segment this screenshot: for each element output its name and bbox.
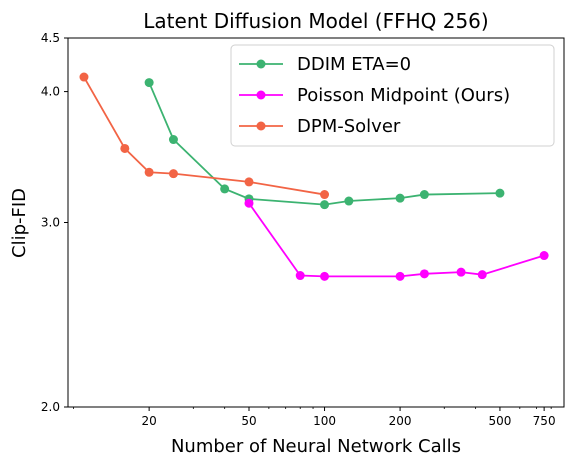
data-point — [456, 267, 466, 277]
x-tick-label: 750 — [533, 414, 556, 428]
series-line — [248, 202, 545, 278]
tick-layer: 20 50 100 200 500 750 2.0 3.0 4.0 4.5 — [41, 31, 556, 428]
data-point — [419, 190, 429, 200]
data-point — [168, 169, 178, 179]
x-axis-label: Number of Neural Network Calls — [171, 436, 461, 457]
data-point — [244, 198, 254, 208]
x-tick-label: 20 — [141, 414, 156, 428]
legend-label: Poisson Midpoint (Ours) — [297, 85, 510, 106]
data-point — [419, 269, 429, 279]
legend-marker — [256, 90, 266, 100]
data-point — [79, 72, 89, 82]
data-point — [320, 271, 330, 281]
legend: DDIM ETA=0 Poisson Midpoint (Ours) DPM-Sol… — [230, 44, 555, 147]
data-point — [477, 270, 487, 280]
data-point — [395, 193, 405, 203]
legend-label: DPM-Solver — [297, 116, 401, 137]
data-point — [144, 78, 154, 88]
x-tick-label: 50 — [241, 414, 256, 428]
y-axis-label: Clip-FID — [9, 188, 30, 258]
legend-marker — [256, 121, 266, 131]
legend-entry: Poisson Midpoint (Ours) — [239, 85, 510, 106]
x-tick-label: 100 — [313, 414, 336, 428]
y-tick-label: 3.0 — [41, 216, 60, 230]
x-tick-label: 500 — [488, 414, 511, 428]
data-point — [244, 177, 254, 187]
series-2 — [244, 198, 549, 281]
data-point — [395, 271, 405, 281]
legend-entry: DPM-Solver — [239, 116, 401, 137]
data-point — [144, 167, 154, 177]
data-point — [120, 143, 130, 153]
data-point — [168, 135, 178, 145]
data-point — [295, 271, 305, 281]
legend-label: DDIM ETA=0 — [297, 54, 411, 75]
legend-marker — [256, 59, 266, 69]
data-point — [344, 196, 354, 206]
x-tick-label: 200 — [389, 414, 412, 428]
data-point — [320, 200, 330, 210]
data-point — [320, 190, 330, 200]
data-point — [220, 184, 230, 194]
data-point — [539, 251, 549, 261]
plot-layer — [79, 72, 549, 281]
series-3 — [79, 72, 330, 200]
y-tick-label: 4.0 — [41, 85, 60, 99]
data-point — [495, 188, 505, 198]
y-tick-label: 2.0 — [41, 400, 60, 414]
legend-entry: DDIM ETA=0 — [239, 54, 411, 75]
series-1 — [144, 78, 505, 210]
legend-box — [230, 44, 555, 147]
chart-title: Latent Diffusion Model (FFHQ 256) — [143, 9, 488, 33]
series-line — [83, 76, 325, 196]
y-tick-label: 4.5 — [41, 31, 60, 45]
